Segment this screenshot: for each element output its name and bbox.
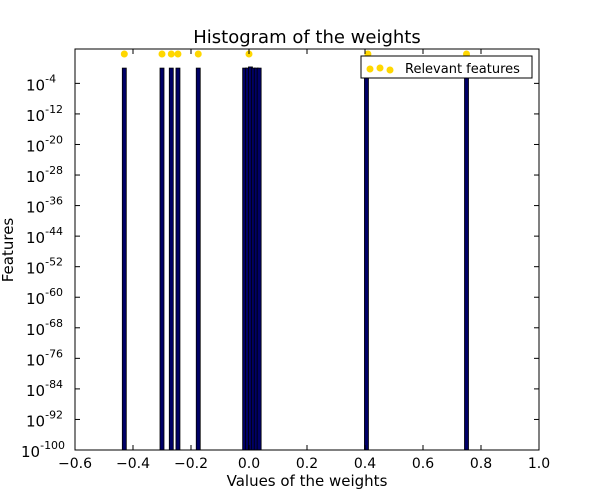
- x-tick-label: 1.0: [528, 456, 550, 472]
- y-axis-ticks: 10-100 10-92 10-84 10-76 10-68 10-60 10-52 10-4…: [21, 72, 539, 461]
- y-tick-label: 10-84: [26, 378, 63, 400]
- legend-marker-2: [376, 64, 384, 72]
- histogram-bar: [364, 67, 369, 451]
- relevant-feature-marker: [174, 50, 182, 58]
- histogram-bar: [175, 67, 181, 451]
- y-tick-label: 10-100: [21, 439, 65, 461]
- x-tick-label: −0.6: [58, 456, 92, 472]
- x-tick-label: −0.4: [116, 456, 150, 472]
- x-axis-ticks: −0.6 −0.4 −0.2 0.0 0.2 0.4 0.6 0.8 1.0: [58, 49, 550, 472]
- y-tick-label: 10-12: [26, 103, 63, 125]
- y-tick-label: 10-68: [26, 317, 63, 339]
- relevant-feature-marker: [158, 50, 166, 58]
- histogram-bar: [121, 67, 127, 451]
- y-tick-label: 10-4: [26, 72, 56, 94]
- y-tick-label: 10-36: [26, 195, 63, 217]
- y-tick-label: 10-52: [26, 256, 63, 278]
- histogram-bar: [256, 67, 262, 451]
- y-tick-label: 10-60: [26, 286, 63, 308]
- x-tick-label: 0.8: [470, 456, 492, 472]
- histogram-bar: [168, 67, 174, 451]
- x-tick-label: 0.6: [412, 456, 434, 472]
- y-tick-label: 10-92: [26, 408, 63, 430]
- legend-marker-1: [366, 65, 374, 73]
- chart-title: Histogram of the weights: [193, 27, 421, 48]
- x-tick-label: −0.2: [174, 456, 208, 472]
- x-tick-label: 0.4: [354, 456, 376, 472]
- x-tick-label: 0.0: [238, 456, 260, 472]
- relevant-feature-marker: [167, 50, 175, 58]
- y-tick-label: 10-76: [26, 347, 63, 369]
- x-tick-label: 0.2: [296, 456, 318, 472]
- legend: Relevant features: [360, 55, 533, 79]
- legend-box: [360, 55, 533, 79]
- legend-marker-3: [386, 66, 394, 74]
- y-axis-label: Features: [0, 218, 17, 283]
- x-axis-label: Values of the weights: [227, 472, 388, 490]
- y-tick-label: 10-44: [26, 225, 63, 247]
- legend-label: Relevant features: [405, 62, 520, 77]
- relevant-feature-marker: [120, 50, 128, 58]
- histogram-bar: [464, 67, 469, 451]
- histogram-bar: [195, 67, 201, 451]
- relevant-feature-marker: [194, 50, 202, 58]
- histogram-bar: [159, 67, 165, 451]
- y-tick-label: 10-20: [26, 133, 63, 155]
- y-tick-label: 10-28: [26, 164, 63, 186]
